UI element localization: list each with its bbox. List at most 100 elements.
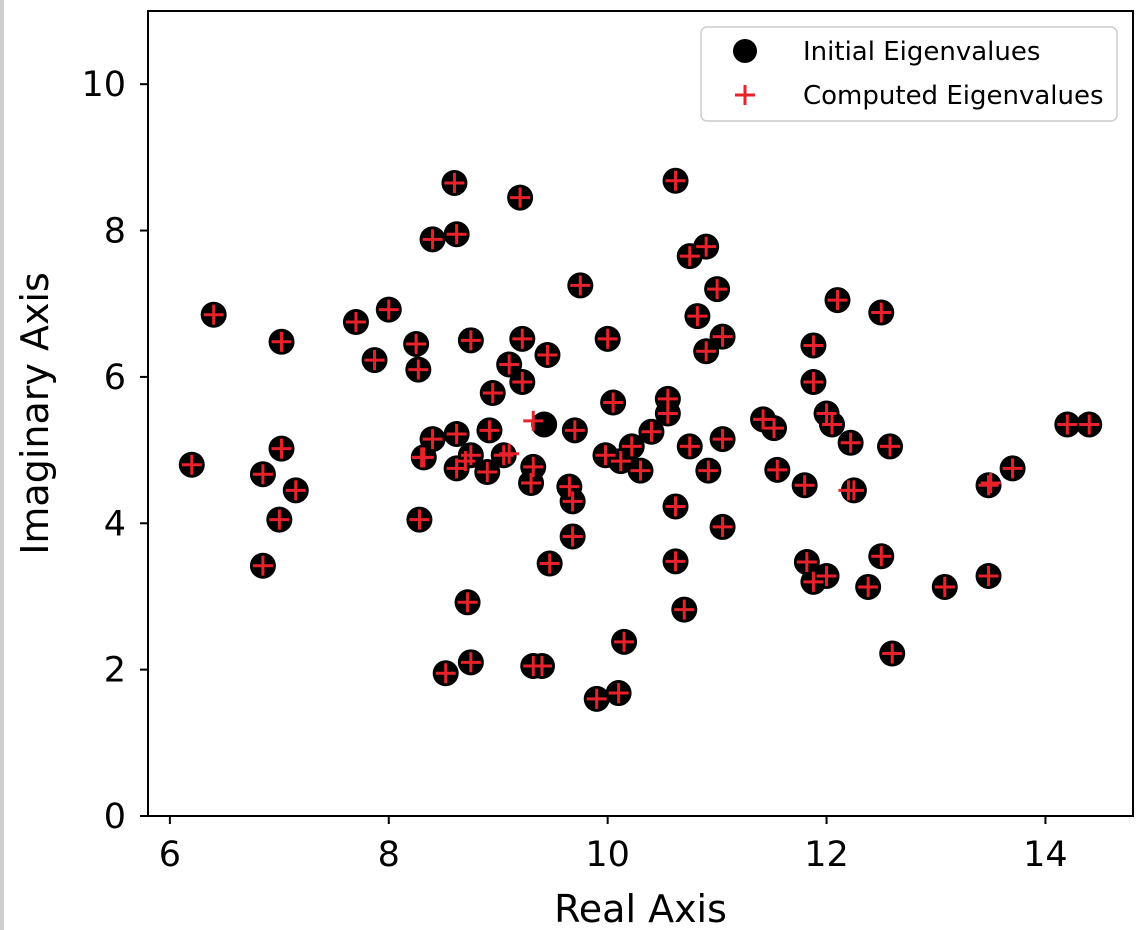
computed-eigenvalue-point [446, 224, 467, 245]
computed-eigenvalue-point [562, 526, 583, 547]
computed-eigenvalue-point [460, 330, 481, 351]
computed-eigenvalue-point [603, 392, 624, 413]
computed-eigenvalue-point [980, 473, 1001, 494]
y-axis-ticks: 0 2 4 6 8 10 [81, 65, 148, 837]
computed-eigenvalue-point [803, 372, 824, 393]
computed-eigenvalue-point [1079, 414, 1100, 435]
y-tick-label: 0 [104, 797, 126, 837]
computed-eigenvalue-point [539, 553, 560, 574]
computed-eigenvalue-point [687, 306, 708, 327]
computed-eigenvalue-point [597, 328, 618, 349]
computed-eigenvalue-point [767, 459, 788, 480]
computed-eigenvalue-point [838, 480, 859, 501]
computed-eigenvalue-point [457, 592, 478, 613]
computed-eigenvalue-point [665, 496, 686, 517]
y-axis-label: Imaginary Axis [13, 272, 57, 555]
computed-eigenvalue-point [764, 418, 785, 439]
computed-eigenvalue-point [422, 429, 443, 450]
computed-eigenvalue-point [753, 409, 774, 430]
computed-eigenvalue-point [1002, 458, 1023, 479]
computed-eigenvalue-point [252, 464, 273, 485]
computed-eigenvalue-point [345, 312, 366, 333]
x-tick-label: 8 [378, 835, 400, 875]
computed-eigenvalue-point [181, 454, 202, 475]
computed-eigenvalue-point [512, 328, 533, 349]
computed-eigenvalue-point [444, 172, 465, 193]
computed-eigenvalue-point [803, 335, 824, 356]
computed-eigenvalue-point [712, 516, 733, 537]
computed-eigenvalue-point [499, 443, 520, 464]
computed-eigenvalue-point [858, 576, 879, 597]
computed-eigenvalue-point [978, 475, 999, 496]
computed-eigenvalue-point [499, 354, 520, 375]
computed-eigenvalue-point [614, 631, 635, 652]
computed-eigenvalue-point [364, 350, 385, 371]
y-tick-label: 6 [104, 358, 126, 398]
x-tick-label: 12 [804, 835, 849, 875]
computed-eigenvalue-point [816, 403, 837, 424]
computed-eigenvalue-point [408, 359, 429, 380]
computed-eigenvalue-point [411, 447, 432, 468]
computed-eigenvalue-point [822, 414, 843, 435]
computed-eigenvalue-point [435, 663, 456, 684]
computed-eigenvalue-point [521, 473, 542, 494]
y-tick-label: 10 [81, 65, 126, 105]
computed-eigenvalue-point [674, 599, 695, 620]
computed-eigenvalue-point [679, 246, 700, 267]
legend-label-initial: Initial Eigenvalues [803, 37, 1040, 67]
computed-eigenvalue-point [271, 438, 292, 459]
computed-eigenvalue-point [446, 423, 467, 444]
computed-eigenvalue-point [477, 462, 498, 483]
x-tick-label: 6 [159, 835, 181, 875]
x-tick-label: 14 [1023, 835, 1068, 875]
y-tick-label: 2 [104, 651, 126, 691]
computed-eigenvalue-point [712, 326, 733, 347]
computed-eigenvalue-point [679, 436, 700, 457]
computed-eigenvalue-point [532, 655, 552, 676]
computed-eigenvalue-point [934, 576, 955, 597]
plot-frame [147, 10, 1134, 817]
computed-eigenvalue-point [696, 341, 717, 362]
computed-eigenvalue-point [269, 509, 290, 530]
computed-eigenvalue-point [559, 476, 580, 497]
legend-marker-initial [733, 39, 757, 63]
computed-eigenvalue-point [608, 683, 629, 704]
y-tick-label: 8 [104, 212, 126, 252]
y-tick-label: 4 [104, 504, 126, 544]
computed-eigenvalue-point [840, 432, 861, 453]
computed-eigenvalue-point [479, 420, 500, 441]
window-edge [0, 0, 4, 930]
x-tick-label: 10 [585, 835, 630, 875]
computed-eigenvalue-point [523, 410, 544, 431]
computed-eigenvalue-point [455, 451, 476, 472]
computed-eigenvalue-point [978, 565, 999, 586]
computed-eigenvalue-point [378, 299, 399, 320]
computed-eigenvalue-point [641, 421, 662, 442]
computed-eigenvalue-point [871, 302, 892, 323]
computed-eigenvalue-point [1057, 414, 1078, 435]
computed-eigenvalue-point [796, 552, 817, 573]
computed-eigenvalue-point [285, 480, 306, 501]
computed-eigenvalue-point [657, 403, 678, 424]
computed-eigenvalue-point [586, 688, 607, 709]
computed-eigenvalue-point [252, 555, 273, 576]
computed-eigenvalue-point [512, 372, 533, 393]
computed-eigenvalue-point [665, 551, 686, 572]
legend-box [700, 26, 1118, 122]
computed-eigenvalue-point [409, 509, 430, 530]
computed-eigenvalue-point [460, 652, 481, 673]
computed-eigenvalue-point [696, 236, 717, 257]
computed-eigenvalue-point [406, 333, 427, 354]
computed-eigenvalue-point [271, 331, 292, 352]
computed-eigenvalue-point [816, 565, 837, 586]
computed-eigenvalue-point [630, 460, 651, 481]
computed-eigenvalue-point [621, 436, 642, 457]
x-axis-label: Real Axis [554, 887, 727, 930]
legend-label-computed: Computed Eigenvalues [803, 81, 1104, 111]
computed-eigenvalue-point [871, 546, 892, 567]
computed-eigenvalue-point [610, 451, 631, 472]
computed-eigenvalue-point [570, 275, 591, 296]
computed-eigenvalue-point [827, 290, 848, 311]
x-axis-ticks: 6 8 10 12 14 [159, 816, 1068, 875]
